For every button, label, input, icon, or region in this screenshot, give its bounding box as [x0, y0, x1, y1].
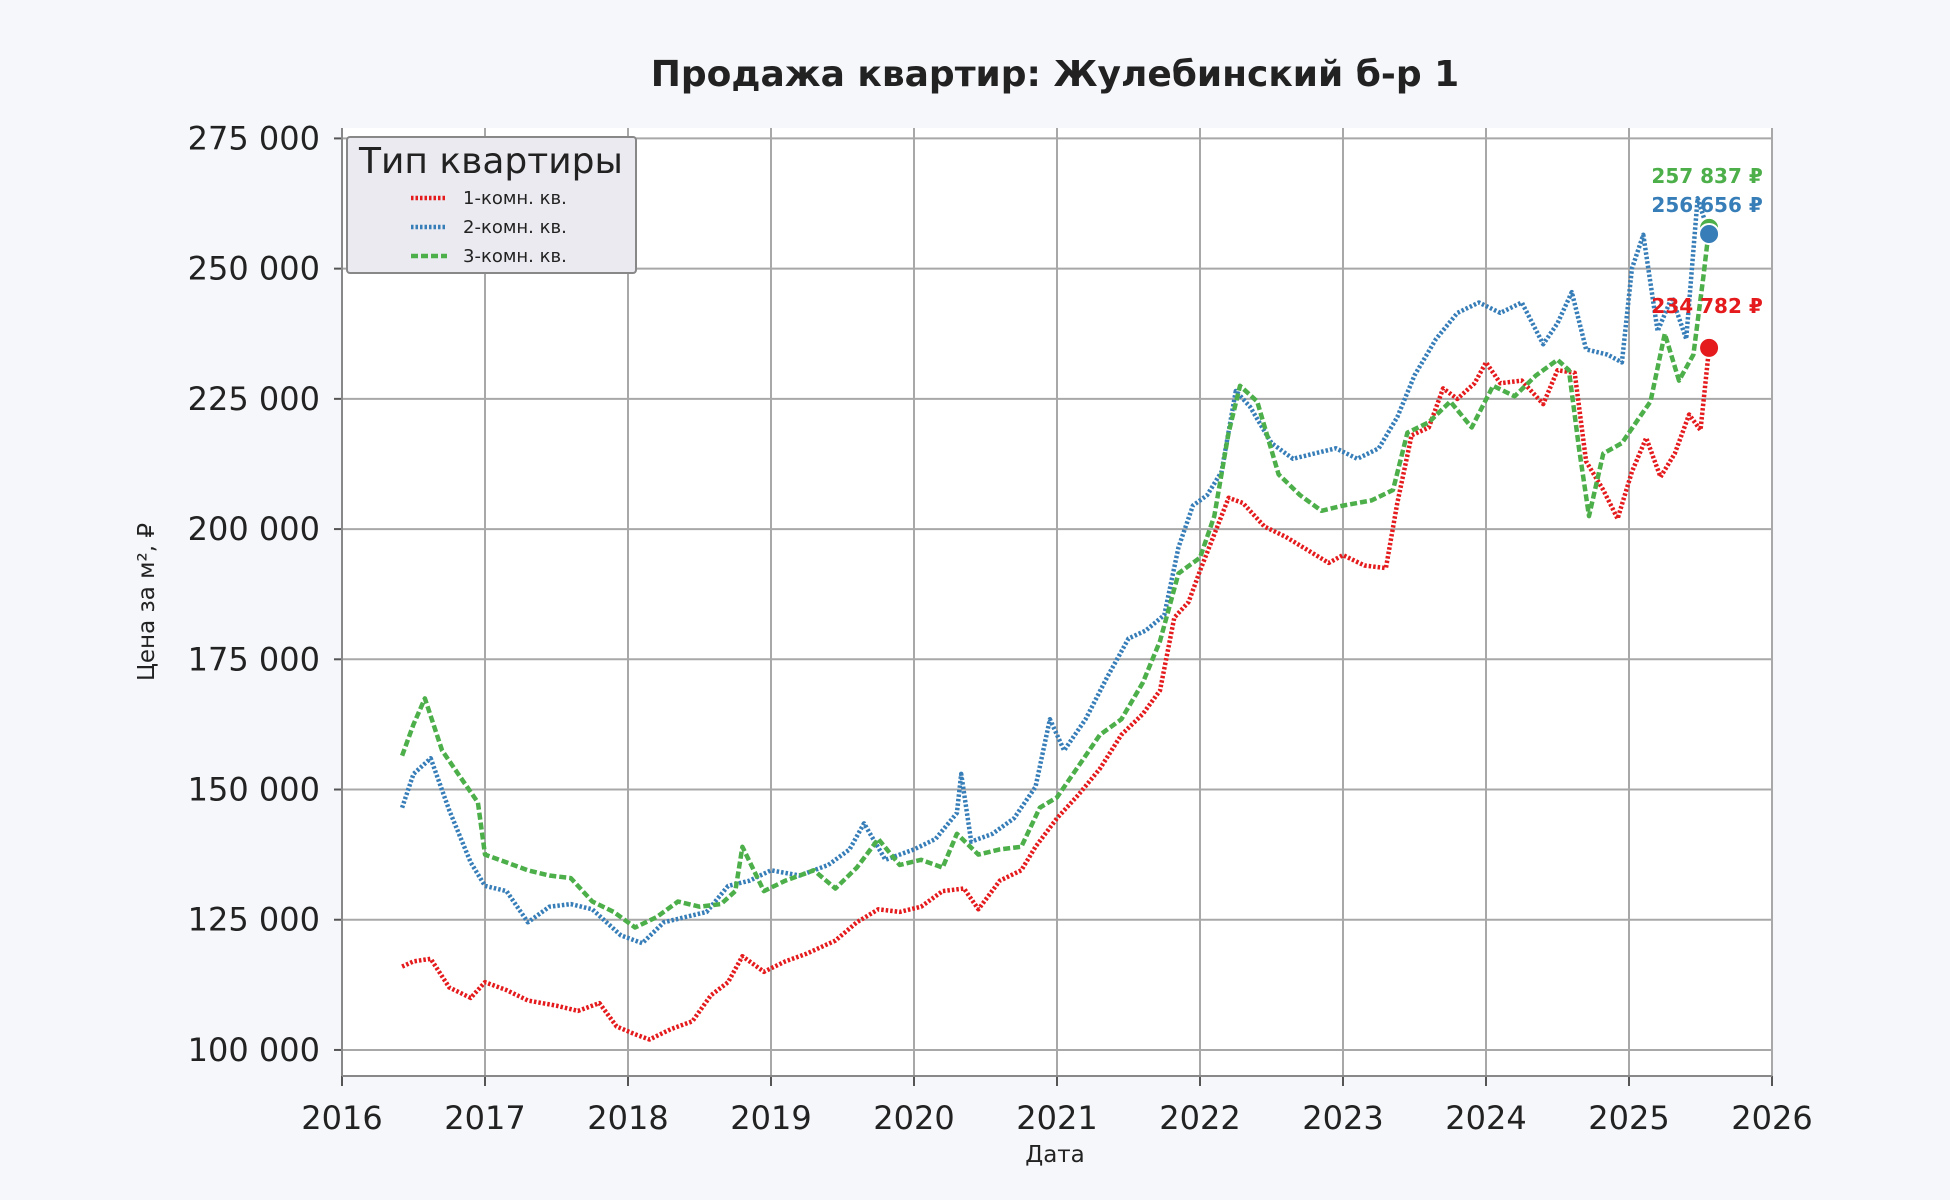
x-tick-label-6: 2022: [1159, 1099, 1240, 1137]
x-tick-label-1: 2017: [444, 1099, 525, 1137]
endpoint-marker-3: [1698, 336, 1721, 359]
legend: Тип квартиры 1-комн. кв. 2-комн. кв. 3-ком…: [346, 136, 637, 274]
axis-layer: 2016 2017 2018 2019 2020 2021 2022 2023 2024 2025…: [188, 119, 1813, 1137]
y-tick-label-2: 150 000: [188, 771, 320, 809]
endpoint-marker-2: [1698, 222, 1721, 245]
y-tick-label-7: 275 000: [188, 119, 320, 157]
x-tick-label-10: 2026: [1731, 1099, 1812, 1137]
y-tick-label-1: 125 000: [188, 901, 320, 939]
x-tick-label-0: 2016: [301, 1099, 382, 1137]
x-tick-label-7: 2023: [1302, 1099, 1383, 1137]
endpoint-value-label-2: 256 656 ₽: [1651, 193, 1762, 217]
annotation-layer: 257 837 ₽ 256 656 ₽ 234 782 ₽: [1651, 164, 1763, 359]
endpoint-value-label-1: 257 837 ₽: [1651, 164, 1762, 188]
x-tick-label-2: 2018: [587, 1099, 668, 1137]
y-tick-label-5: 225 000: [188, 380, 320, 418]
legend-title: Тип квартиры: [358, 141, 623, 182]
x-tick-label-9: 2025: [1588, 1099, 1669, 1137]
x-axis-label: Дата: [1025, 1142, 1085, 1168]
y-tick-label-0: 100 000: [188, 1031, 320, 1069]
legend-label-2: 2-комн. кв.: [463, 217, 567, 238]
legend-label-1: 1-комн. кв.: [463, 188, 567, 209]
endpoint-value-label-3: 234 782 ₽: [1651, 294, 1762, 318]
y-tick-label-3: 175 000: [188, 640, 320, 678]
series-line-2: [399, 196, 1712, 946]
y-tick-label-6: 250 000: [188, 250, 320, 288]
legend-label-3: 3-комн. кв.: [463, 246, 567, 267]
legend-items: 1-комн. кв. 2-комн. кв. 3-комн. кв.: [411, 188, 567, 267]
series-line-1: [401, 347, 1712, 1042]
y-tick-label-4: 200 000: [188, 510, 320, 548]
series-layer: [399, 196, 1712, 1042]
series-line-3: [399, 227, 1712, 930]
legend-box: [346, 136, 637, 274]
grid-layer: [341, 128, 1773, 1076]
x-tick-label-3: 2019: [730, 1099, 811, 1137]
x-tick-label-5: 2021: [1016, 1099, 1097, 1137]
y-axis-label: Цена за м², ₽: [134, 523, 160, 681]
chart-title: Продажа квартир: Жулебинский б-р 1: [651, 54, 1459, 95]
x-tick-label-4: 2020: [873, 1099, 954, 1137]
x-tick-label-8: 2024: [1445, 1099, 1526, 1137]
